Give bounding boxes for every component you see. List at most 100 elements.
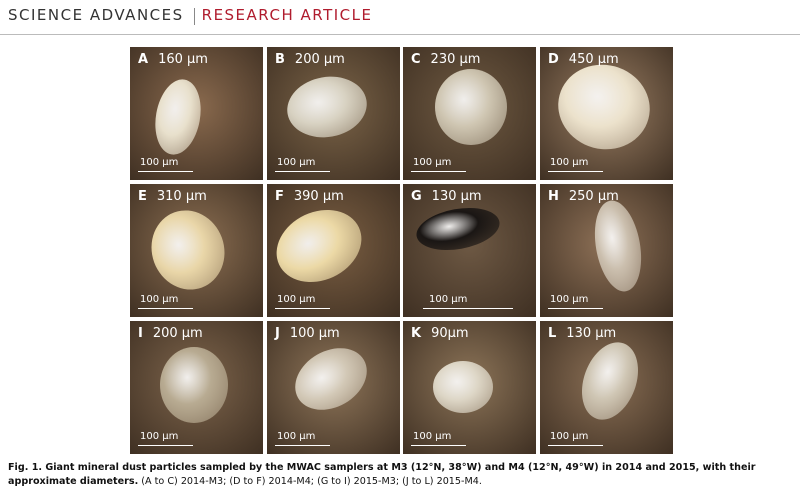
panel-size: 130 µm [566,326,617,341]
scale-label: 100 µm [550,431,589,442]
panel-letter: A [138,52,149,67]
panel-label: J 100 µm [275,326,340,341]
scale-label: 100 µm [550,157,589,168]
panel-size: 250 µm [568,189,619,204]
panel-label: G 130 µm [411,189,482,204]
panel-label: D 450 µm [548,52,619,67]
panel-size: 90µm [431,326,469,341]
figure-panel: G 130 µm 100 µm [403,184,536,317]
panel-size: 200 µm [294,52,345,67]
particle [295,348,367,410]
scale-bar [411,171,466,172]
scale-label: 100 µm [277,294,316,305]
panel-letter: F [275,189,284,204]
panel-size: 160 µm [158,52,208,67]
panel-size: 200 µm [152,326,203,341]
panel-letter: J [275,326,280,341]
particle [581,342,639,420]
figure-panel: I 200 µm 100 µm [130,321,263,454]
panel-letter: B [275,52,285,67]
panel-label: H 250 µm [548,189,619,204]
panel-letter: D [548,52,559,67]
particle [276,210,362,282]
figure-panel: L 130 µm 100 µm [540,321,673,454]
panel-label: L 130 µm [548,326,616,341]
panel-label: B 200 µm [275,52,345,67]
figure-panel: B 200 µm 100 µm [267,47,400,180]
scale-bar [138,445,193,446]
micrograph [540,321,673,454]
header-rule [0,34,800,35]
journal-name: SCIENCE ADVANCES [8,6,184,24]
particle [287,76,367,138]
particle [160,347,228,423]
particle [151,210,225,290]
scale-bar [275,445,330,446]
caption: Fig. 1. Giant mineral dust particles sam… [8,461,798,489]
header: SCIENCE ADVANCES RESEARCH ARTICLE [8,6,372,24]
panel-size: 100 µm [289,326,340,341]
scale-bar [548,171,603,172]
background [403,184,536,317]
scale-label: 100 µm [140,431,179,442]
particle [435,69,507,145]
caption-detail: (A to C) 2014-M3; (D to F) 2014-M4; (G t… [141,476,482,487]
micrograph [130,321,263,454]
scale-label: 100 µm [277,431,316,442]
figure-panel: K 90µm 100 µm [403,321,536,454]
figure-panel: A 160 µm 100 µm [130,47,263,180]
figure-panel: C 230 µm 100 µm [403,47,536,180]
panel-size: 450 µm [568,52,619,67]
micrograph [403,184,536,317]
panel-letter: I [138,326,143,341]
scale-label: 100 µm [140,294,179,305]
micrograph [130,47,263,180]
figure-panel: D 450 µm 100 µm [540,47,673,180]
panel-letter: C [411,52,421,67]
micrograph [267,47,400,180]
panel-size: 130 µm [431,189,482,204]
figure-panel: E 310 µm 100 µm [130,184,263,317]
particle [433,361,493,413]
micrograph [403,47,536,180]
particle [416,207,500,251]
figure-grid: A 160 µm 100 µm B 200 µm 100 µm C 230 µm 100 µ… [130,47,673,454]
scale-bar [138,308,193,309]
scale-bar [411,445,466,446]
separator [194,8,195,25]
panel-letter: E [138,189,147,204]
scale-label: 100 µm [140,157,179,168]
micrograph [540,184,673,317]
scale-bar [548,445,603,446]
micrograph [403,321,536,454]
particle [155,79,201,155]
panel-label: A 160 µm [138,52,208,67]
panel-label: C 230 µm [411,52,480,67]
micrograph [267,321,400,454]
scale-label: 100 µm [277,157,316,168]
panel-size: 390 µm [293,189,344,204]
caption-title: Fig. 1. Giant mineral dust particles sam… [8,462,756,487]
panel-label: K 90µm [411,326,469,341]
scale-bar [138,171,193,172]
panel-label: E 310 µm [138,189,207,204]
panel-label: I 200 µm [138,326,203,341]
scale-label: 100 µm [413,431,452,442]
particle [594,200,642,292]
scale-label: 100 µm [550,294,589,305]
figure-panel: H 250 µm 100 µm [540,184,673,317]
panel-size: 310 µm [156,189,207,204]
panel-size: 230 µm [430,52,481,67]
scale-label: 100 µm [413,157,452,168]
scale-label: 100 µm [429,294,468,305]
section-name: RESEARCH ARTICLE [201,6,373,24]
figure-panel: F 390 µm 100 µm [267,184,400,317]
scale-bar [548,308,603,309]
scale-bar [423,308,513,309]
figure-panel: J 100 µm 100 µm [267,321,400,454]
scale-bar [275,171,330,172]
micrograph [540,47,673,180]
panel-letter: L [548,326,557,341]
panel-letter: G [411,189,422,204]
